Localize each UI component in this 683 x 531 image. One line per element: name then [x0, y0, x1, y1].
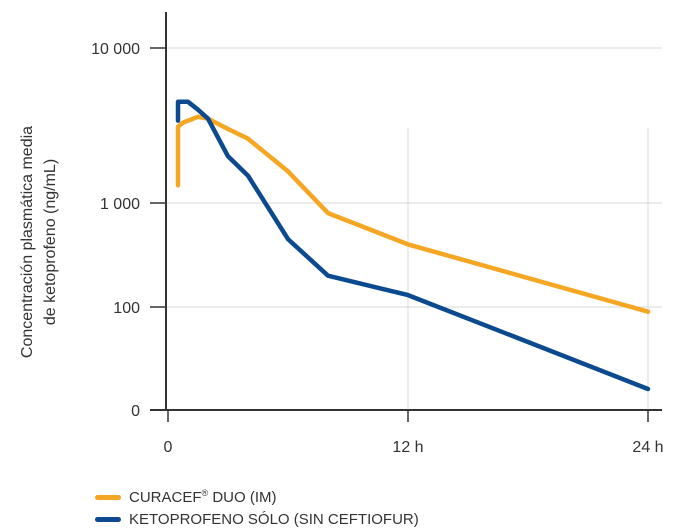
grid-lines: [166, 47, 662, 410]
series-line-curacef: [175, 114, 651, 314]
series-line-ketoprofeno: [175, 99, 651, 392]
x-tick-label: 24 h: [632, 439, 663, 456]
axes: [150, 12, 662, 422]
legend-item-ketoprofeno: KETOPROFENO SÓLO (SIN CEFTIOFUR): [95, 508, 419, 530]
y-tick-label: 10 000: [91, 41, 140, 58]
legend-label-ketoprofeno: KETOPROFENO SÓLO (SIN CEFTIOFUR): [129, 510, 419, 528]
x-tick-label: 0: [164, 439, 173, 456]
data-series: [175, 99, 651, 392]
y-axis-title-line2: de ketoprofeno (ng/mL): [42, 159, 59, 325]
y-tick-label: 0: [131, 403, 140, 420]
y-axis-title-line1: Concentración plasmática media: [19, 126, 36, 358]
legend: CURACEF® DUO (IM) KETOPROFENO SÓLO (SIN …: [95, 486, 419, 530]
x-tick-label: 12 h: [392, 439, 423, 456]
legend-item-curacef: CURACEF® DUO (IM): [95, 486, 419, 508]
legend-swatch-curacef: [95, 494, 121, 500]
y-tick-label: 1 000: [100, 196, 140, 213]
y-tick-label: 100: [113, 300, 140, 317]
legend-label-curacef: CURACEF® DUO (IM): [129, 487, 277, 506]
tick-labels: 10 000 1 000 100 0 0 12 h 24 h: [91, 41, 664, 456]
legend-swatch-ketoprofeno: [95, 516, 121, 522]
